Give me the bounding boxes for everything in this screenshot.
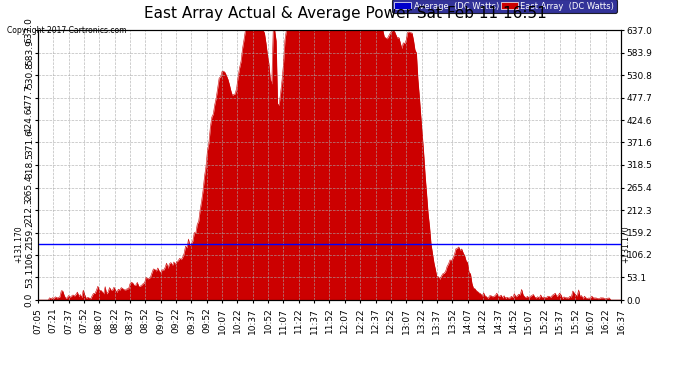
Text: +131.170: +131.170 <box>14 226 23 263</box>
Legend: Average  (DC Watts), East Array  (DC Watts): Average (DC Watts), East Array (DC Watts… <box>392 0 617 13</box>
Text: +131.170: +131.170 <box>621 226 630 263</box>
Text: Copyright 2017 Cartronics.com: Copyright 2017 Cartronics.com <box>7 26 126 35</box>
Text: East Array Actual & Average Power Sat Feb 11 16:51: East Array Actual & Average Power Sat Fe… <box>144 6 546 21</box>
